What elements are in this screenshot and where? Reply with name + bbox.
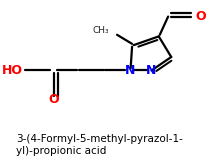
Text: O: O [195, 10, 206, 23]
Text: CH₃: CH₃ [92, 26, 109, 35]
Text: HO: HO [2, 64, 23, 77]
Text: N: N [124, 64, 135, 77]
Text: N: N [146, 64, 157, 77]
Text: O: O [48, 92, 59, 106]
Text: 3-(4-Formyl-5-methyl-pyrazol-1-
yl)-propionic acid: 3-(4-Formyl-5-methyl-pyrazol-1- yl)-prop… [16, 134, 183, 156]
